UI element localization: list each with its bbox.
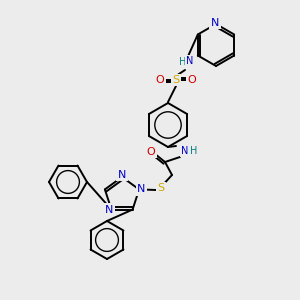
Text: O: O: [147, 147, 155, 157]
Text: N: N: [118, 170, 126, 180]
Text: N: N: [105, 205, 114, 214]
Text: N: N: [186, 56, 194, 66]
Text: N: N: [137, 184, 145, 194]
Text: H: H: [179, 57, 187, 67]
Text: O: O: [188, 75, 196, 85]
Text: H: H: [190, 146, 198, 156]
Text: S: S: [172, 75, 180, 85]
Text: S: S: [158, 183, 165, 193]
Text: O: O: [156, 75, 164, 85]
Text: N: N: [211, 18, 219, 28]
Text: N: N: [181, 146, 189, 156]
